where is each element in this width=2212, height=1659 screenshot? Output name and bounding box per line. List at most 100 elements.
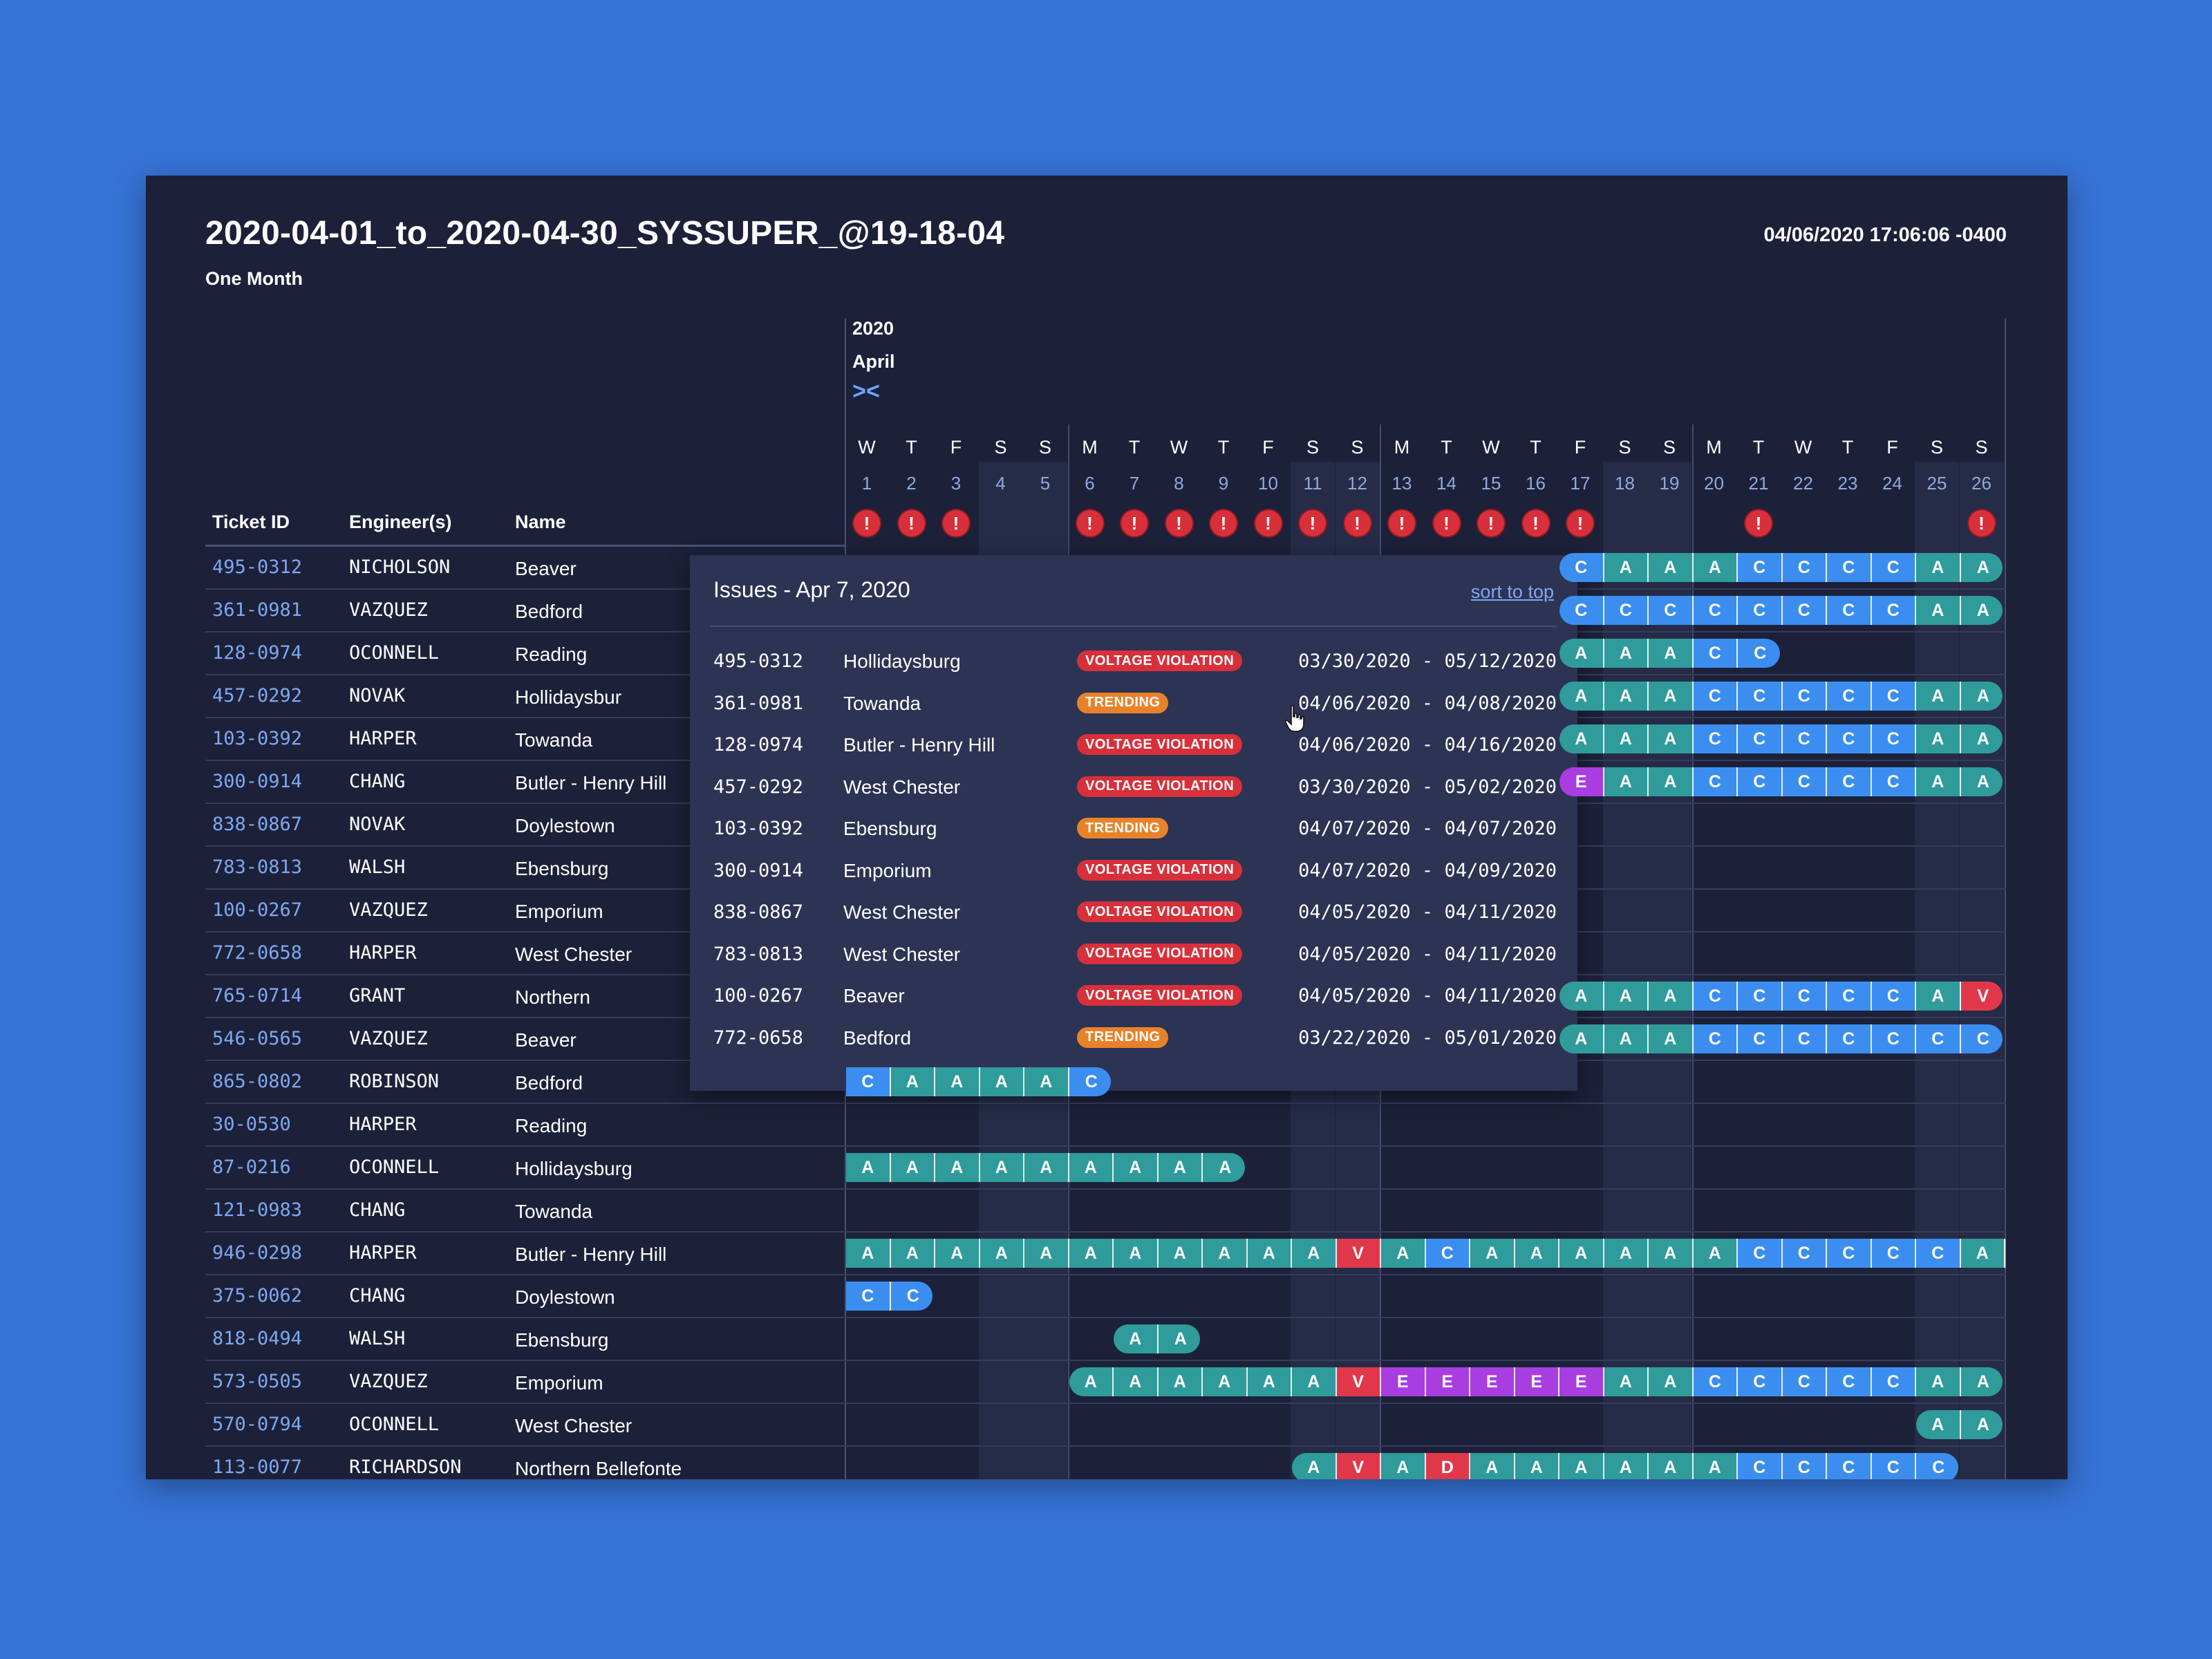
- status-cell[interactable]: C: [1871, 982, 1916, 1011]
- status-cell[interactable]: A: [1114, 1367, 1159, 1396]
- status-cell[interactable]: C: [1827, 724, 1872, 753]
- status-cell[interactable]: C: [1782, 982, 1827, 1011]
- status-cell[interactable]: A: [1069, 1153, 1114, 1182]
- table-row[interactable]: 818-0494 WALSH Ebensburg: [205, 1318, 2006, 1361]
- ticket-id-link[interactable]: 772-0658: [212, 942, 303, 964]
- status-cell[interactable]: C: [1782, 682, 1827, 711]
- status-cell[interactable]: C: [1693, 682, 1738, 711]
- table-row[interactable]: 946-0298 HARPER Butler - Henry Hill: [205, 1232, 2006, 1275]
- status-cell[interactable]: C: [1604, 596, 1649, 625]
- status-cell[interactable]: A: [1604, 982, 1649, 1011]
- status-cell[interactable]: A: [1604, 682, 1649, 711]
- status-cell[interactable]: A: [1604, 1453, 1649, 1479]
- status-cell[interactable]: A: [1559, 1239, 1604, 1268]
- status-cell[interactable]: C: [1738, 1453, 1783, 1479]
- status-cell[interactable]: A: [1649, 1024, 1694, 1053]
- alert-icon[interactable]: !: [1300, 510, 1326, 536]
- status-cell[interactable]: A: [935, 1067, 980, 1096]
- status-cell[interactable]: E: [1381, 1367, 1426, 1396]
- status-cell[interactable]: C: [1827, 767, 1872, 796]
- status-cell[interactable]: A: [1158, 1239, 1203, 1268]
- status-cell[interactable]: A: [1649, 553, 1694, 582]
- status-cell[interactable]: A: [1559, 724, 1604, 753]
- status-cell[interactable]: A: [2005, 1239, 2006, 1268]
- status-cell[interactable]: A: [1916, 1367, 1961, 1396]
- status-cell[interactable]: A: [1693, 1239, 1738, 1268]
- status-cell[interactable]: A: [1649, 724, 1694, 753]
- ticket-id-link[interactable]: 495-0312: [212, 556, 303, 578]
- status-cell[interactable]: A: [1069, 1239, 1114, 1268]
- status-cell[interactable]: V: [1960, 982, 2003, 1011]
- status-cell[interactable]: A: [1916, 724, 1961, 753]
- table-row[interactable]: 87-0216 OCONNELL Hollidaysburg: [205, 1147, 2006, 1190]
- status-cell[interactable]: C: [1827, 596, 1872, 625]
- status-cell[interactable]: A: [1916, 682, 1961, 711]
- alert-icon[interactable]: !: [1255, 510, 1282, 536]
- status-cell[interactable]: A: [1559, 1453, 1604, 1479]
- status-cell[interactable]: C: [1871, 1239, 1916, 1268]
- status-cell[interactable]: E: [1425, 1367, 1470, 1396]
- status-cell[interactable]: C: [1738, 1367, 1783, 1396]
- table-row[interactable]: 375-0062 CHANG Doylestown: [205, 1275, 2006, 1318]
- status-cell[interactable]: C: [1738, 1239, 1783, 1268]
- table-row[interactable]: 570-0794 OCONNELL West Chester: [205, 1404, 2006, 1447]
- status-cell[interactable]: A: [1960, 596, 2003, 625]
- status-cell[interactable]: C: [1871, 1024, 1916, 1053]
- ticket-id-link[interactable]: 100-0267: [212, 899, 303, 921]
- ticket-id-link[interactable]: 765-0714: [212, 985, 303, 1006]
- ticket-id-link[interactable]: 946-0298: [212, 1242, 303, 1264]
- ticket-id-link[interactable]: 818-0494: [212, 1328, 303, 1349]
- status-cell[interactable]: C: [1782, 1239, 1827, 1268]
- status-cell[interactable]: A: [1916, 553, 1961, 582]
- status-cell[interactable]: A: [890, 1153, 935, 1182]
- status-cell[interactable]: A: [1604, 724, 1649, 753]
- alert-icon[interactable]: !: [1968, 510, 1995, 536]
- status-cell[interactable]: A: [1604, 1239, 1649, 1268]
- ticket-id-link[interactable]: 375-0062: [212, 1285, 303, 1306]
- popup-issue-row[interactable]: 103-0392 Ebensburg TRENDING 04/07/2020 - 04…: [713, 809, 1557, 851]
- popup-issue-row[interactable]: 361-0981 Towanda TRENDING 04/06/2020 - 04/0…: [713, 684, 1557, 726]
- status-cell[interactable]: A: [1604, 1024, 1649, 1053]
- status-cell[interactable]: A: [1024, 1239, 1069, 1268]
- status-cell[interactable]: A: [1158, 1153, 1203, 1182]
- status-cell[interactable]: E: [1559, 767, 1604, 796]
- status-cell[interactable]: A: [1960, 1367, 2003, 1396]
- status-cell[interactable]: V: [1336, 1367, 1381, 1396]
- status-cell[interactable]: C: [1559, 596, 1604, 625]
- status-cell[interactable]: C: [1782, 553, 1827, 582]
- ticket-id-link[interactable]: 783-0813: [212, 856, 303, 878]
- alert-icon[interactable]: !: [854, 510, 880, 536]
- status-cell[interactable]: A: [1604, 1367, 1649, 1396]
- alert-icon[interactable]: !: [1344, 510, 1371, 536]
- status-cell[interactable]: C: [1693, 982, 1738, 1011]
- status-cell[interactable]: A: [980, 1239, 1024, 1268]
- alert-icon[interactable]: !: [943, 510, 969, 536]
- status-cell[interactable]: C: [1782, 1367, 1827, 1396]
- popup-issue-row[interactable]: 100-0267 Beaver VOLTAGE VIOLATION 04/05/202…: [713, 977, 1557, 1018]
- status-cell[interactable]: C: [846, 1067, 891, 1096]
- status-cell[interactable]: C: [1827, 982, 1872, 1011]
- status-cell[interactable]: A: [846, 1239, 891, 1268]
- status-cell[interactable]: C: [1738, 1024, 1783, 1053]
- popup-issue-row[interactable]: 128-0974 Butler - Henry Hill VOLTAGE VIOLA…: [713, 726, 1557, 767]
- column-header-engineers[interactable]: Engineer(s): [349, 512, 452, 532]
- status-cell[interactable]: A: [935, 1239, 980, 1268]
- status-cell[interactable]: E: [1559, 1367, 1604, 1396]
- status-cell[interactable]: A: [1960, 767, 2003, 796]
- status-cell[interactable]: C: [1693, 724, 1738, 753]
- alert-icon[interactable]: !: [1389, 510, 1415, 536]
- status-cell[interactable]: A: [1470, 1239, 1515, 1268]
- status-cell[interactable]: A: [1114, 1239, 1159, 1268]
- status-cell[interactable]: A: [1559, 982, 1604, 1011]
- status-cell[interactable]: C: [1782, 1453, 1827, 1479]
- ticket-id-link[interactable]: 103-0392: [212, 728, 303, 749]
